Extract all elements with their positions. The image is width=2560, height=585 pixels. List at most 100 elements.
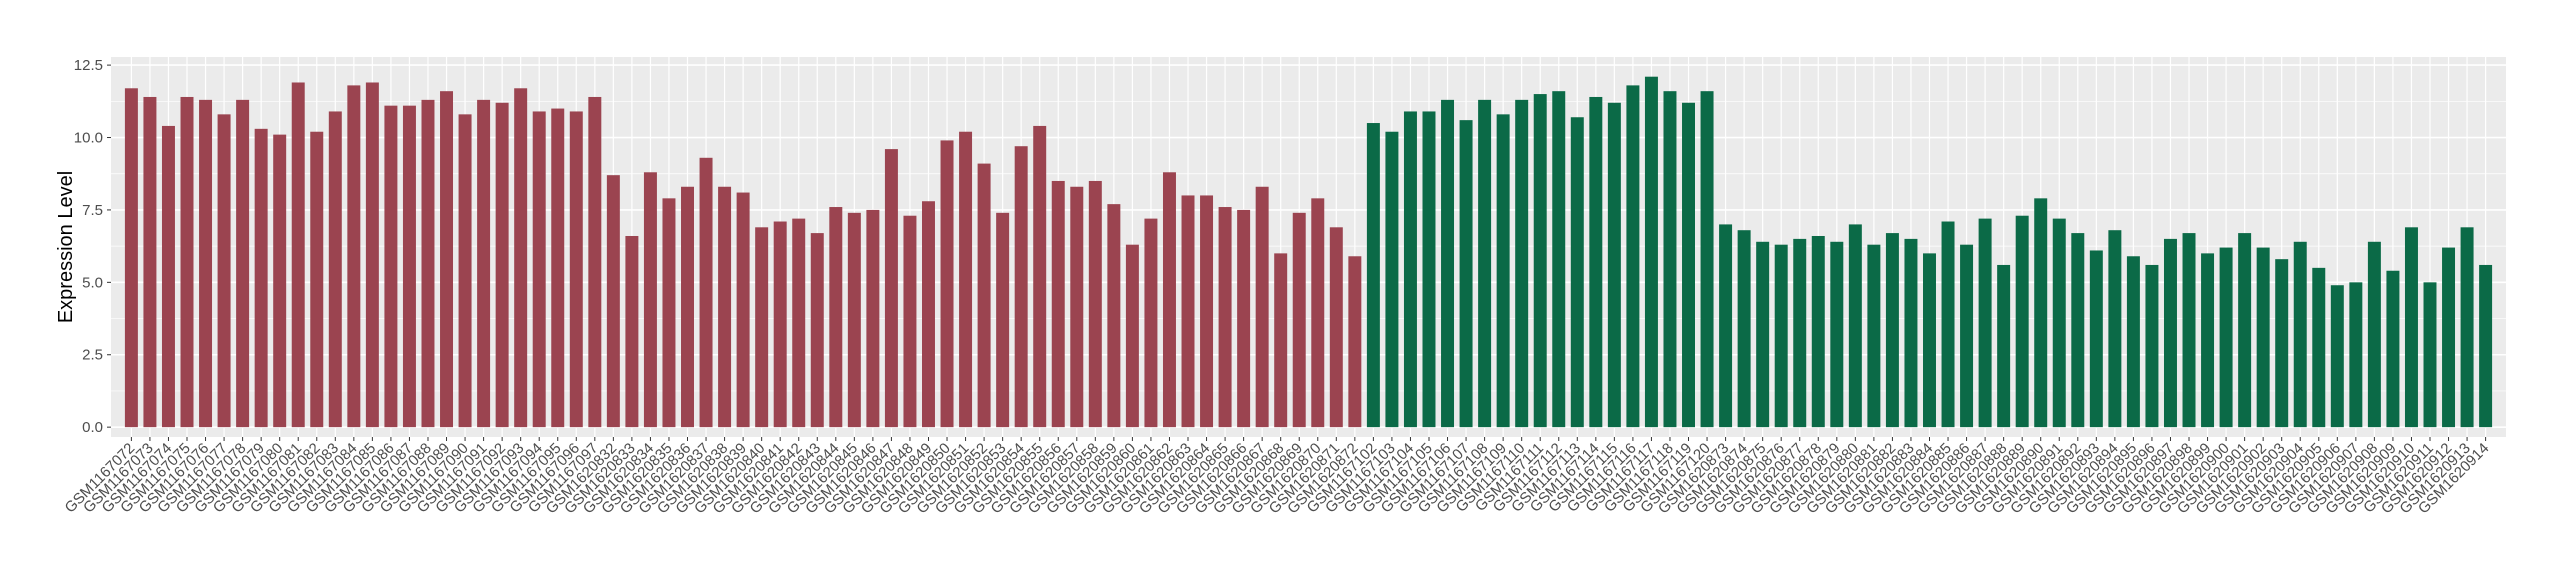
bar bbox=[458, 114, 472, 428]
bar bbox=[514, 88, 528, 428]
bar bbox=[1422, 111, 1436, 428]
bar bbox=[124, 88, 138, 428]
bar bbox=[1737, 230, 1751, 428]
bar bbox=[588, 96, 602, 428]
bar bbox=[1311, 198, 1325, 428]
bar bbox=[495, 102, 509, 428]
bar bbox=[532, 111, 546, 428]
bar bbox=[161, 125, 175, 428]
bar bbox=[143, 96, 157, 428]
bar bbox=[996, 212, 1010, 428]
bar bbox=[291, 82, 305, 428]
panel bbox=[111, 57, 2506, 437]
bar bbox=[477, 99, 491, 428]
bar bbox=[1033, 125, 1047, 428]
bar bbox=[2089, 250, 2103, 428]
bar bbox=[1904, 238, 1918, 428]
y-tick-label: 5.0 bbox=[82, 274, 103, 291]
bar bbox=[1848, 224, 1862, 428]
bar bbox=[2349, 282, 2363, 428]
bar bbox=[2015, 215, 2029, 428]
bar bbox=[1997, 264, 2011, 428]
bar bbox=[1867, 244, 1881, 428]
bar bbox=[347, 85, 361, 428]
bar bbox=[421, 99, 435, 428]
bar bbox=[1793, 238, 1807, 428]
bar bbox=[1589, 96, 1603, 428]
bar bbox=[1830, 241, 1844, 428]
bar bbox=[2442, 247, 2456, 428]
bar bbox=[1885, 233, 1899, 428]
bar bbox=[2479, 264, 2493, 428]
bar bbox=[2460, 227, 2474, 428]
bar bbox=[310, 131, 324, 428]
bar bbox=[718, 186, 732, 428]
bar bbox=[1478, 99, 1492, 428]
bar bbox=[2404, 227, 2418, 428]
bar bbox=[1329, 227, 1343, 428]
y-tick-label: 7.5 bbox=[82, 202, 103, 219]
bar bbox=[1200, 195, 1214, 428]
bar bbox=[922, 201, 935, 428]
bar bbox=[328, 111, 342, 428]
bar bbox=[2052, 218, 2066, 428]
bar bbox=[699, 157, 713, 428]
bar bbox=[959, 131, 973, 428]
bar bbox=[1051, 180, 1065, 428]
bar bbox=[1923, 253, 1936, 428]
bar bbox=[681, 186, 694, 428]
bar bbox=[1125, 244, 1139, 428]
bar bbox=[1515, 99, 1529, 428]
bar bbox=[866, 209, 880, 428]
bar bbox=[1774, 244, 1788, 428]
bar bbox=[2034, 198, 2048, 428]
bar bbox=[1960, 244, 1974, 428]
y-axis-label: Expression Level bbox=[55, 171, 77, 323]
y-tick-label: 10.0 bbox=[74, 130, 103, 147]
bar bbox=[643, 172, 657, 428]
bar bbox=[755, 227, 769, 428]
bar bbox=[2293, 241, 2307, 428]
bar bbox=[254, 128, 268, 428]
bar bbox=[662, 198, 676, 428]
bar bbox=[440, 91, 454, 428]
bar bbox=[2256, 247, 2270, 428]
bar bbox=[2367, 241, 2381, 428]
bar bbox=[551, 108, 565, 428]
bar bbox=[365, 82, 379, 428]
bar bbox=[2219, 247, 2233, 428]
bar bbox=[273, 134, 287, 428]
bar bbox=[2163, 238, 2177, 428]
bar bbox=[1144, 218, 1158, 428]
bar bbox=[625, 235, 639, 428]
bar bbox=[1719, 224, 1733, 428]
bar bbox=[1403, 111, 1417, 428]
bar bbox=[2312, 267, 2326, 428]
bar bbox=[1700, 91, 1714, 428]
bar bbox=[736, 192, 750, 428]
bar bbox=[2201, 253, 2215, 428]
bar bbox=[1459, 120, 1473, 428]
bar bbox=[1181, 195, 1195, 428]
bar bbox=[569, 111, 583, 428]
bar bbox=[1496, 114, 1510, 428]
bar bbox=[1274, 253, 1288, 428]
bar bbox=[1218, 207, 1232, 428]
bar bbox=[2275, 259, 2289, 428]
bar bbox=[903, 215, 917, 428]
bar bbox=[2330, 285, 2344, 428]
bar bbox=[402, 105, 416, 428]
bar bbox=[2108, 230, 2122, 428]
bar bbox=[792, 218, 806, 428]
bar bbox=[940, 140, 954, 428]
bar bbox=[1441, 99, 1455, 428]
bar bbox=[1014, 146, 1028, 428]
bar bbox=[1533, 94, 1547, 428]
bar bbox=[1941, 221, 1955, 428]
bar bbox=[2238, 233, 2252, 428]
bar bbox=[810, 233, 824, 428]
bar bbox=[1070, 186, 1084, 428]
y-tick-label: 0.0 bbox=[82, 419, 103, 436]
bar bbox=[180, 96, 194, 428]
